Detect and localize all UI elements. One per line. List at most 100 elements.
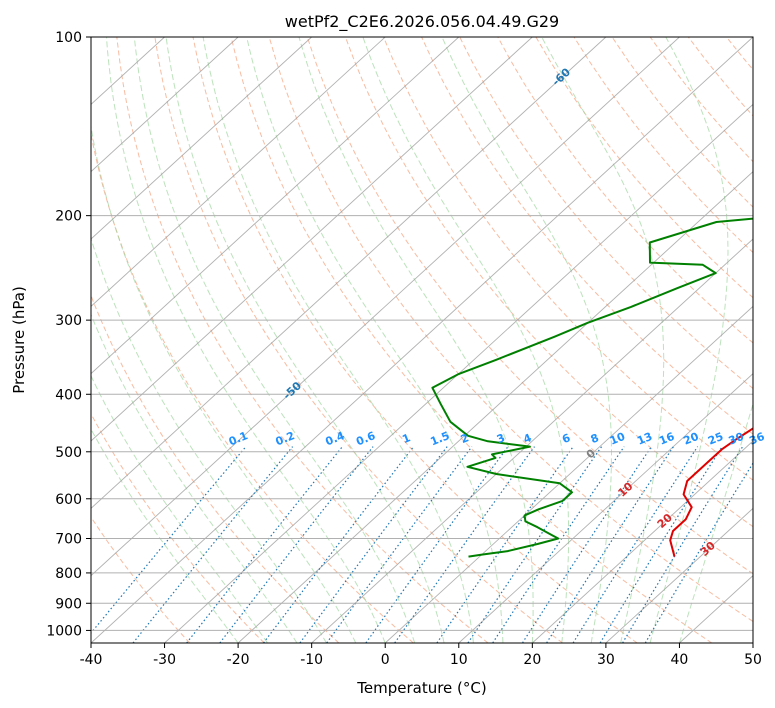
isotherm-line — [384, 305, 753, 643]
mixing-ratio-label: 8 — [589, 431, 601, 446]
y-tick-label: 600 — [55, 492, 82, 508]
y-tick-label: 500 — [55, 445, 82, 461]
dry-adiabat-line — [497, 37, 753, 344]
mixing-ratio-label: 20 — [682, 430, 701, 448]
isotherm-line — [532, 440, 753, 643]
moist-adiabat-line — [91, 428, 239, 643]
moist-adiabat-line — [91, 123, 357, 643]
x-tick-label: -20 — [227, 652, 250, 668]
mixing-ratio-label: 25 — [706, 430, 725, 448]
y-tick-label: 900 — [55, 596, 82, 612]
mixing-ratio-line — [467, 446, 603, 643]
mixing-ratio-label: 2 — [459, 431, 471, 446]
dewpoint-profile-line — [431, 217, 753, 558]
mixing-ratio-line — [599, 446, 723, 643]
mixing-ratio-line — [644, 462, 753, 643]
x-axis-label: Temperature (°C) — [356, 679, 486, 697]
mixing-ratio-label: 0.6 — [354, 429, 377, 448]
dry-adiabat-line — [192, 37, 638, 643]
x-tick-label: -30 — [153, 652, 176, 668]
mixing-ratio-label: 0.2 — [274, 429, 297, 448]
dry-adiabat-line — [91, 131, 414, 643]
isotherm-line — [458, 373, 753, 643]
moist-adiabat-line — [165, 37, 445, 643]
dry-adiabat-line — [726, 37, 753, 71]
isotherm-line — [91, 37, 533, 442]
mixing-ratio-line — [572, 446, 699, 643]
moist-adiabat-line — [91, 313, 298, 643]
mixing-ratio-line — [132, 446, 294, 643]
moist-adiabat-line — [541, 37, 665, 643]
dry-adiabat-line — [154, 37, 563, 643]
mixing-ratio-line — [546, 446, 674, 643]
mixing-ratio-line — [394, 446, 535, 643]
y-axis-label: Pressure (hPa) — [10, 286, 28, 394]
mixing-ratio-label: 3 — [495, 431, 507, 446]
profile-lines — [431, 217, 753, 558]
mixing-ratio-label: 0.4 — [324, 429, 347, 448]
y-tick-label: 1000 — [46, 623, 82, 639]
y-tick-label: 400 — [55, 387, 82, 403]
y-tick-label: 800 — [55, 566, 82, 582]
y-tick-label: 100 — [55, 30, 82, 46]
moist-adiabat-line — [106, 37, 386, 643]
temperature-profile-line — [669, 427, 753, 557]
x-tick-label: 50 — [744, 652, 762, 668]
moist-adiabat-line — [298, 37, 534, 643]
mixing-ratio-line — [622, 446, 744, 643]
dry-adiabat-line — [268, 37, 753, 623]
x-tick-label: 10 — [450, 652, 468, 668]
isotherm-line — [164, 103, 753, 643]
mixing-ratio-line — [521, 446, 652, 643]
pressure-gridlines — [91, 37, 753, 631]
y-tick-label: 300 — [55, 313, 82, 329]
mixing-ratio-line — [492, 446, 625, 643]
mixing-ratio-label: 1 — [400, 431, 412, 446]
mixing-ratio-label: 30 — [727, 430, 746, 448]
isotherm-line — [91, 37, 239, 173]
isotherm-line — [752, 642, 753, 643]
mixing-ratio-line — [365, 446, 509, 643]
moist-adiabat-line — [91, 374, 268, 643]
mixing-ratio-label: 36 — [747, 430, 766, 448]
mixing-ratio-label: 1.5 — [429, 429, 452, 448]
mixing-ratio-line — [263, 446, 415, 643]
isotherm-line — [91, 37, 460, 375]
dry-adiabat-line — [421, 37, 753, 435]
y-axis: 100 200 300 400 500 600 700 800 900 1000 — [46, 30, 91, 639]
chart-title: wetPf2_C2E6.2026.056.04.49.G29 — [285, 12, 559, 32]
mixing-ratio-line — [299, 446, 448, 643]
mixing-ratio-label: 13 — [635, 430, 654, 448]
x-tick-label: 0 — [381, 652, 390, 668]
moist-adiabat-line — [202, 37, 474, 643]
isotherm-line — [605, 507, 753, 643]
dry-adiabat-line — [611, 37, 753, 208]
x-tick-label: -10 — [300, 652, 323, 668]
mixing-ratio-label: 4 — [522, 431, 534, 446]
dry-adiabat-line — [535, 37, 753, 299]
x-tick-label: -40 — [80, 652, 103, 668]
isotherm-line — [311, 238, 753, 643]
x-tick-label: 30 — [597, 652, 615, 668]
dry-adiabat-line — [306, 37, 753, 575]
y-tick-label: 200 — [55, 209, 82, 225]
moist-adiabat-line — [678, 402, 753, 643]
mixing-ratio-label: 6 — [560, 431, 572, 446]
mixing-ratio-line — [326, 446, 473, 643]
x-axis: -40 -30 -20 -10 0 10 20 30 40 50 — [80, 643, 762, 668]
isotherm-line — [91, 37, 680, 577]
moist-adiabat-line — [441, 37, 612, 643]
isotherm-line — [237, 171, 753, 643]
mixing-ratio-line — [436, 446, 574, 643]
mixing-ratio-label: 10 — [608, 430, 627, 448]
dry-adiabat-line — [116, 37, 489, 643]
moist-adiabat-line — [649, 37, 729, 643]
moist-adiabat-line — [91, 236, 327, 643]
x-tick-label: 40 — [671, 652, 689, 668]
moist-adiabat-line — [246, 37, 504, 643]
isotherm-line — [91, 37, 607, 509]
dry-adiabat-line — [91, 412, 265, 643]
plot-frame — [90, 36, 754, 644]
mixing-ratio-line — [219, 446, 374, 643]
